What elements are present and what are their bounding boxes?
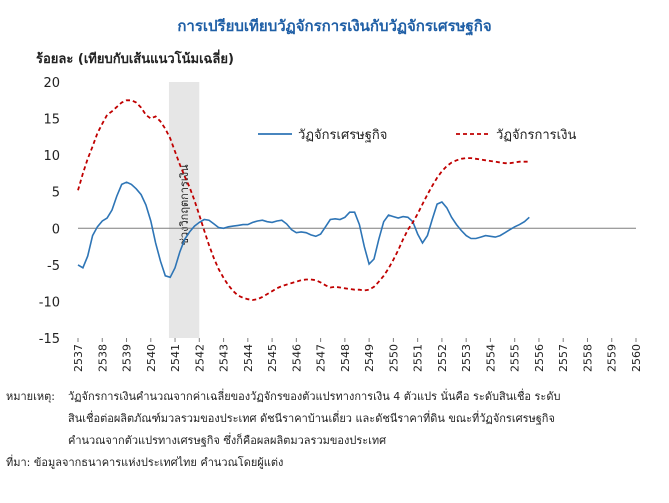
x-tick-label: 2551 [412, 344, 425, 372]
chart-title: การเปรียบเทียบวัฏจักรการเงินกับวัฏจักรเศ… [177, 17, 492, 35]
y-tick-label: 10 [43, 149, 60, 164]
x-tick-label: 2554 [484, 344, 497, 372]
y-tick-label: 15 [43, 113, 60, 128]
crisis-shaded-region [168, 82, 200, 338]
x-tick-label: 2541 [169, 344, 182, 372]
y-tick-label: 0 [52, 222, 60, 237]
note-line-2: สินเชื่อต่อผลิตภัณฑ์มวลรวมของประเทศ ดัชน… [68, 412, 555, 425]
series-line-2 [77, 99, 530, 301]
y-tick-label: -15 [39, 332, 60, 347]
x-tick-label: 2546 [290, 344, 303, 372]
x-tick-label: 2557 [557, 344, 570, 372]
y-tick-label: 20 [43, 76, 60, 91]
y-tick-label: -5 [47, 259, 60, 274]
x-tick-label: 2556 [533, 344, 546, 372]
note-head: หมายเหตุ: [6, 390, 55, 403]
y-tick-label: 5 [52, 186, 60, 201]
x-tick-label: 2537 [72, 344, 85, 372]
x-tick-label: 2558 [581, 344, 594, 372]
x-tick-label: 2552 [436, 344, 449, 372]
x-tick-label: 2540 [145, 344, 158, 372]
x-tick-label: 2549 [363, 344, 376, 372]
x-tick-label: 2538 [96, 344, 109, 372]
source-note: ที่มา: ข้อมูลจากธนาคารแห่งประเทศไทย คำนว… [6, 456, 284, 469]
x-tick-label: 2542 [193, 344, 206, 372]
note-label: หมายเหตุ: [6, 386, 55, 408]
x-tick-label: 2544 [242, 344, 255, 372]
x-tick-label: 2559 [606, 344, 619, 372]
x-tick-label: 2547 [315, 344, 328, 372]
x-tick-label: 2543 [218, 344, 231, 372]
x-tick-label: 2555 [509, 344, 522, 372]
x-tick-label: 2560 [630, 344, 643, 372]
y-axis-label: ร้อยละ (เทียบกับเส้นแนวโน้มเฉลี่ย) [36, 52, 234, 67]
x-tick-label: 2553 [460, 344, 473, 372]
series-line-1 [77, 181, 530, 279]
legend-label-1: วัฏจักรเศรษฐกิจ [298, 128, 387, 143]
legend-label-2: วัฏจักรการเงิน [496, 128, 576, 143]
x-tick-label: 2545 [266, 344, 279, 372]
x-tick-label: 2548 [339, 344, 352, 372]
x-tick-label: 2539 [121, 344, 134, 372]
note-line-1: วัฏจักรการเงินคำนวณจากค่าเฉลี่ยของวัฏจัก… [68, 390, 561, 403]
note-line-3: คำนวณจากตัวแปรทางเศรษฐกิจ ซึ่งก็คือผลผลิ… [68, 434, 387, 447]
y-tick-label: -10 [39, 295, 60, 310]
x-tick-label: 2550 [387, 344, 400, 372]
